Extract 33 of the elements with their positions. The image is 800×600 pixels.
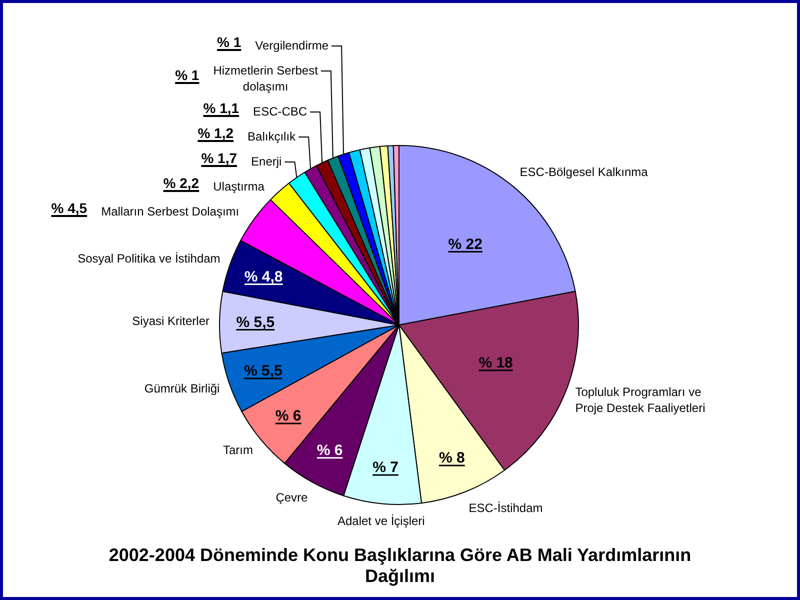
slice-label: Çevre <box>276 490 308 504</box>
data-label: % 1,7 <box>201 150 238 166</box>
slice-label: Hizmetlerin Serbest dolaşımı <box>213 63 319 94</box>
slice-label: Tarım <box>222 443 253 458</box>
slice-label: Topluluk Programları ve Proje Destek Faaliyetleri <box>575 384 706 415</box>
data-label: % 4,8 <box>244 268 283 286</box>
data-label: % 6 <box>316 442 343 459</box>
text: 2002-2004 Döneminde Konu Başlıklarına Göre AB Mali Yardımlarının Dağılımı <box>108 545 692 587</box>
data-label: % 18 <box>478 354 513 372</box>
slice-label: Sosyal Politika ve İstihdam <box>78 252 220 266</box>
slice-label: Siyasi Kriterler <box>132 314 210 328</box>
data-label: % 1,2 <box>198 125 234 142</box>
data-label: % 2,2 <box>163 175 200 192</box>
data-label: % 1 <box>217 34 242 50</box>
slice-label: Vergilendirme <box>255 38 329 52</box>
slice-label: Balıkçılık <box>248 129 297 144</box>
data-label: % 8 <box>438 450 465 467</box>
slice-label: Enerji <box>251 154 282 168</box>
slice-label: ESC-İstihdam <box>468 500 543 515</box>
data-label: % 7 <box>372 459 398 476</box>
data-label: % 5,5 <box>236 314 275 331</box>
slice-label: Ulaştırma <box>213 179 265 194</box>
data-label: % 5,5 <box>244 362 282 380</box>
data-label: % 1 <box>175 67 200 84</box>
slice-label: ESC-CBC <box>253 104 308 118</box>
data-label: % 4,5 <box>51 200 88 216</box>
slice-label: Adalet ve İçişleri <box>337 514 425 528</box>
data-label: % 6 <box>275 408 302 425</box>
data-label: % 1,1 <box>203 100 240 116</box>
data-label: % 22 <box>448 236 482 253</box>
slice-label: Gümrük Birliği <box>144 381 220 396</box>
slice-label: Malların Serbest Dolaşımı <box>101 204 240 218</box>
slice-label: ESC-Bölgesel Kalkınma <box>520 165 648 180</box>
